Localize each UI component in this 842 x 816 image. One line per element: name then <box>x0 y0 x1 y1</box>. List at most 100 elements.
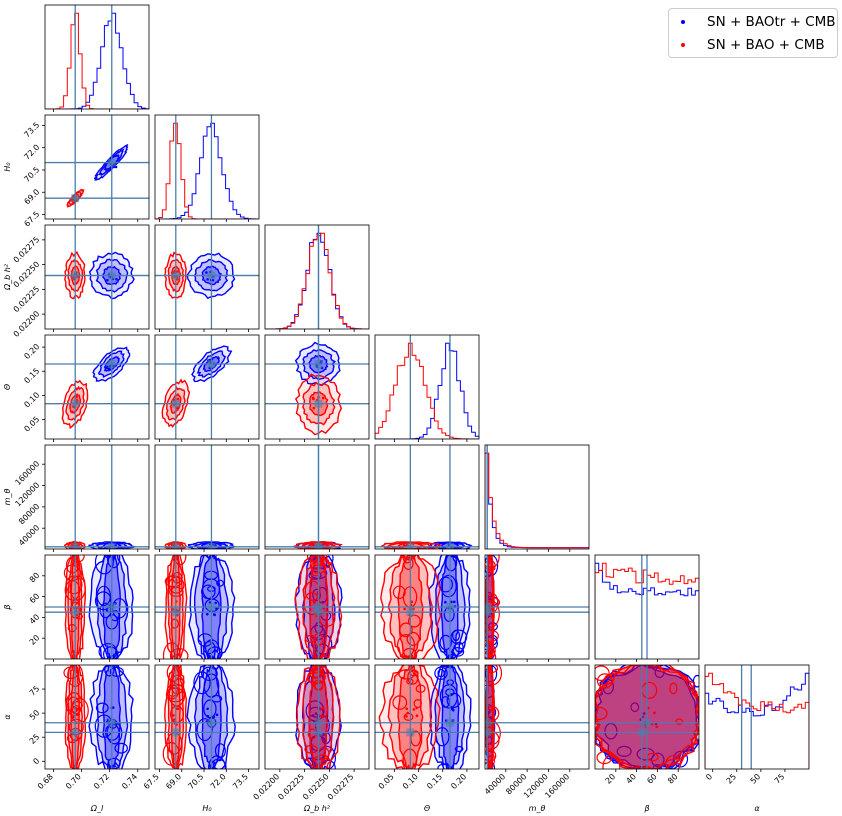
contour-island-red <box>665 755 682 769</box>
panel-5-2 <box>264 554 370 662</box>
contour-island-red <box>485 648 497 659</box>
panel-frame <box>374 664 480 770</box>
histogram-red <box>265 232 369 329</box>
contour-island-blue <box>210 758 227 769</box>
x-tick-label: 0.74 <box>120 772 139 791</box>
y-tick-label: 67.5 <box>22 210 41 229</box>
panel-frame <box>594 664 700 770</box>
sample-point-red <box>75 708 79 711</box>
x-axis-label: m_θ <box>529 804 546 813</box>
contour-island-blue <box>109 764 117 769</box>
contour-red-level-0 <box>378 665 441 769</box>
legend-marker-blue <box>681 20 685 24</box>
x-tick-label: 0.68 <box>36 772 55 791</box>
contour-island-blue <box>434 666 448 680</box>
contour-island-blue <box>454 745 464 753</box>
truth-marker <box>207 542 216 549</box>
contour-island-red <box>162 741 180 766</box>
truth-marker <box>314 399 323 408</box>
contour-island-blue <box>452 629 461 642</box>
contour-island-blue <box>692 674 699 688</box>
x-tick-label: 67.5 <box>142 772 161 791</box>
y-tick-label: 0.10 <box>22 391 41 410</box>
x-tick-label: 75 <box>773 772 787 786</box>
contour-island-red <box>485 555 500 569</box>
panel-content <box>375 335 479 439</box>
histogram-blue <box>705 672 809 769</box>
panel-6-6: 0 25 50 75 α <box>704 664 810 813</box>
x-tick-label: 60 <box>645 772 659 786</box>
contour-island-red <box>166 665 180 682</box>
truth-marker <box>171 608 180 617</box>
y-tick-label: 0.05 <box>22 415 41 434</box>
panel-3-2 <box>264 334 370 442</box>
panel-0-0 <box>44 4 150 112</box>
contour-island-blue <box>451 647 465 657</box>
truth-marker <box>207 360 216 369</box>
x-tick-label: 40 <box>624 772 638 786</box>
truth-marker <box>207 271 216 280</box>
contour-island-red <box>485 721 501 746</box>
truth-marker <box>171 271 180 280</box>
sample-point-blue <box>453 600 456 604</box>
contour-island-red <box>485 559 496 571</box>
panel-content <box>45 445 149 549</box>
sample-point-blue <box>206 714 210 718</box>
truth-marker <box>643 718 651 727</box>
contour-island-blue <box>208 755 226 769</box>
panel-content <box>485 445 589 549</box>
panel-5-1 <box>154 554 260 662</box>
panel-5-3 <box>374 554 480 662</box>
panel-4-3 <box>374 444 480 552</box>
x-tick-label: 0.15 <box>425 772 444 791</box>
sample-point-blue <box>109 599 112 602</box>
panel-content <box>375 555 479 659</box>
panel-frame <box>44 554 150 660</box>
x-tick-label: 69.0 <box>164 772 183 791</box>
panel-frame <box>484 444 590 550</box>
contour-island-red <box>319 610 336 627</box>
sample-point-red <box>322 715 325 719</box>
panel-frame <box>44 664 150 770</box>
x-tick-label: 0.20 <box>449 772 468 791</box>
panel-frame <box>264 444 370 550</box>
panel-5-0: 20 40 60 80 β <box>3 554 150 662</box>
y-tick-label: 0.20 <box>22 342 41 361</box>
truth-marker <box>314 718 323 727</box>
contour-island-red <box>392 585 406 600</box>
contour-island-blue <box>106 555 121 569</box>
panel-4-4 <box>484 444 590 552</box>
panel-6-1: 67.5 69.0 70.5 72.0 73.5 H₀ <box>142 664 260 813</box>
panel-content <box>265 335 369 439</box>
sample-point-red <box>415 714 419 717</box>
contour-island-red <box>65 575 83 595</box>
truth-marker <box>71 194 80 203</box>
sample-point-blue <box>215 607 218 610</box>
contour-island-blue <box>604 722 618 740</box>
panel-content <box>45 225 149 329</box>
sample-point-blue <box>321 601 325 604</box>
truth-marker <box>107 603 116 611</box>
sample-point-blue <box>314 712 318 715</box>
truth-marker <box>406 728 415 737</box>
truth-marker <box>107 360 116 369</box>
contour-island-red <box>304 744 318 754</box>
sample-point-blue <box>106 278 109 282</box>
contour-island-blue <box>216 579 225 587</box>
sample-point-blue <box>311 714 315 717</box>
panel-frame <box>374 554 480 660</box>
contour-island-red <box>485 629 499 643</box>
contour-island-blue <box>114 742 128 754</box>
x-tick-label: 0 <box>704 772 714 782</box>
panel-content <box>595 665 699 769</box>
x-tick-label: 20 <box>604 772 618 786</box>
contour-island-red <box>396 633 416 658</box>
sample-point-red <box>402 544 406 547</box>
panel-frame <box>154 554 260 660</box>
contour-island-blue <box>440 574 457 598</box>
panel-6-3: 0.05 0.10 0.15 0.20 Θ <box>374 664 480 813</box>
contour-island-blue <box>630 702 640 713</box>
